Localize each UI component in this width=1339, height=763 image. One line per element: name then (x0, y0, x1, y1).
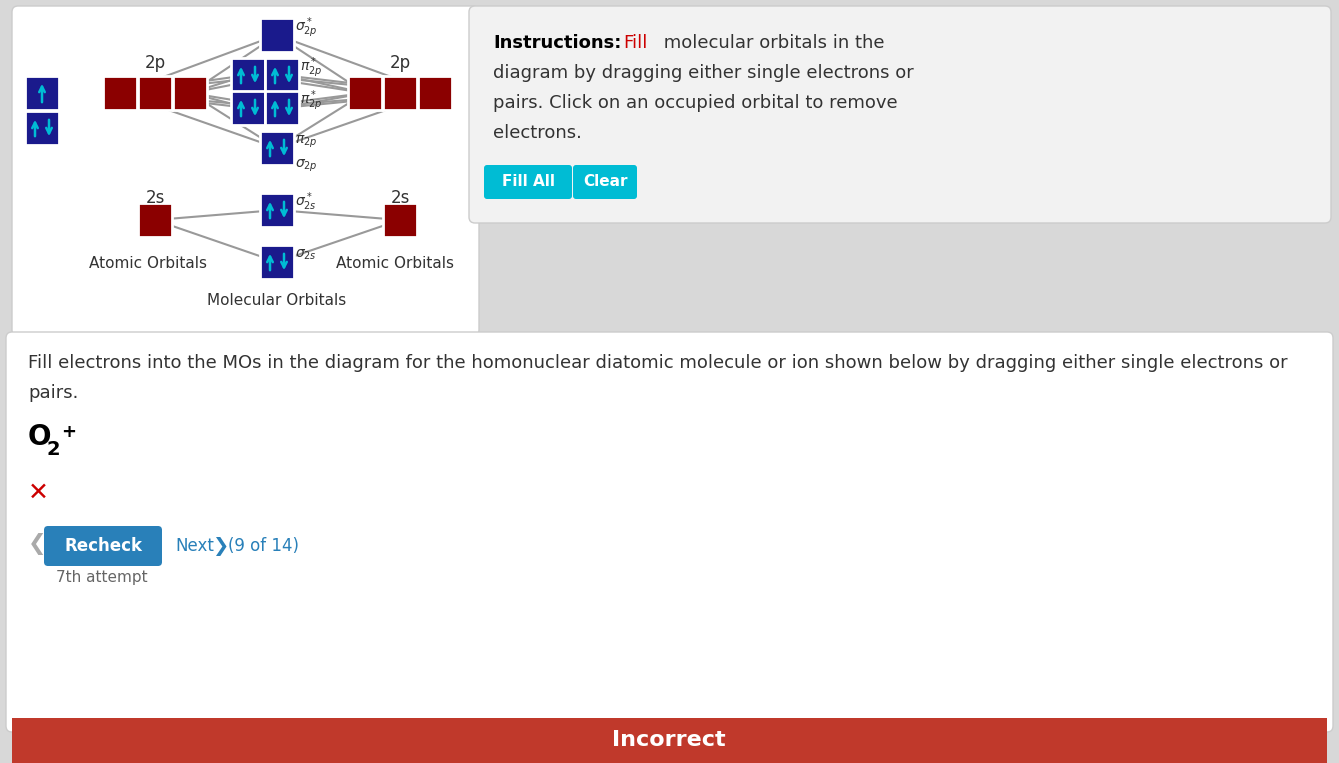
FancyBboxPatch shape (469, 6, 1331, 223)
Bar (173, 76, 208, 110)
Text: +: + (62, 423, 76, 441)
Bar (25, 76, 59, 110)
Text: Atomic Orbitals: Atomic Orbitals (88, 256, 208, 271)
Text: ❯: ❯ (212, 536, 229, 555)
Text: (9 of 14): (9 of 14) (228, 537, 299, 555)
Bar (103, 76, 137, 110)
Bar (265, 91, 299, 125)
Text: Clear: Clear (582, 175, 627, 189)
Text: $\pi_{2p}$: $\pi_{2p}$ (295, 134, 317, 150)
Text: 2s: 2s (146, 189, 165, 207)
Bar (0, 0, 1339, 330)
FancyBboxPatch shape (44, 526, 162, 566)
Text: 2p: 2p (390, 54, 411, 72)
Bar (260, 18, 295, 52)
Bar (265, 58, 299, 92)
Text: molecular orbitals in the: molecular orbitals in the (657, 34, 885, 52)
Text: Recheck: Recheck (64, 537, 142, 555)
Text: 2s: 2s (390, 189, 410, 207)
Text: Fill All: Fill All (502, 175, 554, 189)
Text: 7th attempt: 7th attempt (56, 570, 147, 585)
Text: Fill: Fill (623, 34, 647, 52)
Bar (260, 131, 295, 165)
Text: pairs. Click on an occupied orbital to remove: pairs. Click on an occupied orbital to r… (493, 94, 897, 112)
Bar (138, 203, 171, 237)
Bar (383, 203, 416, 237)
Text: 2: 2 (46, 440, 60, 459)
FancyBboxPatch shape (12, 6, 479, 336)
Bar (260, 193, 295, 227)
Text: Next: Next (175, 537, 214, 555)
Bar (232, 91, 265, 125)
Text: diagram by dragging either single electrons or: diagram by dragging either single electr… (493, 64, 913, 82)
FancyBboxPatch shape (5, 332, 1334, 732)
Text: pairs.: pairs. (28, 384, 79, 402)
Text: $\sigma^*_{2p}$: $\sigma^*_{2p}$ (295, 15, 317, 40)
Bar (383, 76, 416, 110)
FancyBboxPatch shape (573, 165, 637, 199)
Text: $\pi^*_{2p}$: $\pi^*_{2p}$ (300, 56, 323, 80)
Text: Incorrect: Incorrect (612, 730, 726, 751)
Bar (418, 76, 453, 110)
Text: electrons.: electrons. (493, 124, 582, 142)
Text: ✕: ✕ (28, 481, 50, 505)
Bar (232, 58, 265, 92)
Text: $\sigma^*_{2s}$: $\sigma^*_{2s}$ (295, 191, 317, 213)
Bar (348, 76, 382, 110)
Text: ❮: ❮ (28, 533, 47, 555)
Text: $\pi^*_{2p}$: $\pi^*_{2p}$ (300, 89, 323, 113)
Text: $\sigma_{2s}$: $\sigma_{2s}$ (295, 248, 317, 262)
Text: Instructions:: Instructions: (493, 34, 621, 52)
Text: 2p: 2p (145, 54, 166, 72)
Bar (25, 111, 59, 145)
Bar (12, 718, 1327, 763)
Bar (260, 245, 295, 279)
Text: O: O (28, 423, 51, 451)
Text: Molecular Orbitals: Molecular Orbitals (208, 293, 347, 308)
Text: Fill electrons into the MOs in the diagram for the homonuclear diatomic molecule: Fill electrons into the MOs in the diagr… (28, 354, 1288, 372)
FancyBboxPatch shape (483, 165, 572, 199)
Text: Atomic Orbitals: Atomic Orbitals (336, 256, 454, 271)
Text: $\sigma_{2p}$: $\sigma_{2p}$ (295, 158, 317, 175)
Bar (138, 76, 171, 110)
